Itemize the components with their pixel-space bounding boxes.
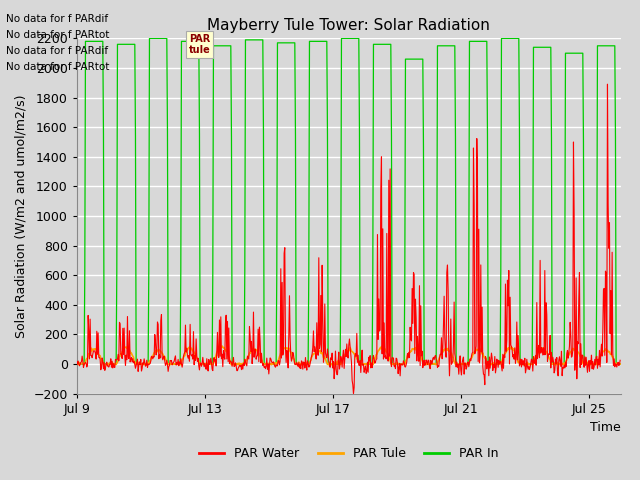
PAR Water	[73, 359, 81, 364]
PAR Tule	[73, 361, 81, 367]
Text: No data for f PARtot: No data for f PARtot	[6, 62, 110, 72]
PAR In	[355, 36, 363, 41]
PAR In	[401, 274, 409, 280]
PAR Water	[616, 358, 624, 363]
PAR Tule	[616, 361, 624, 367]
PAR In	[489, 361, 497, 367]
Y-axis label: Solar Radiation (W/m2 and umol/m2/s): Solar Radiation (W/m2 and umol/m2/s)	[15, 94, 28, 338]
PAR Water	[135, 362, 143, 368]
Line: PAR In: PAR In	[77, 38, 620, 364]
PAR Tule	[490, 360, 497, 366]
Line: PAR Water: PAR Water	[77, 84, 620, 394]
PAR Water	[489, 368, 497, 373]
PAR Water	[401, 364, 409, 370]
Legend: PAR Water, PAR Tule, PAR In: PAR Water, PAR Tule, PAR In	[194, 443, 504, 466]
PAR Water	[349, 391, 357, 396]
Title: Mayberry Tule Tower: Solar Radiation: Mayberry Tule Tower: Solar Radiation	[207, 18, 490, 33]
PAR Tule	[402, 359, 410, 364]
PAR Tule	[147, 356, 155, 362]
PAR Water	[183, 346, 191, 351]
PAR In	[73, 361, 81, 367]
Text: No data for f PARdif: No data for f PARdif	[6, 14, 109, 24]
PAR Tule	[218, 343, 226, 349]
X-axis label: Time: Time	[590, 421, 621, 434]
Text: No data for f PARdif: No data for f PARdif	[6, 46, 109, 56]
Text: PAR
tule: PAR tule	[189, 34, 211, 55]
PAR Tule	[80, 362, 88, 368]
PAR Water	[355, 362, 363, 368]
PAR In	[616, 361, 624, 367]
PAR In	[184, 38, 191, 44]
PAR In	[147, 36, 154, 41]
PAR Tule	[356, 361, 364, 367]
Line: PAR Tule: PAR Tule	[77, 346, 620, 365]
PAR In	[135, 361, 143, 367]
PAR Tule	[184, 347, 191, 353]
PAR Water	[604, 81, 611, 87]
PAR Tule	[136, 361, 143, 367]
Text: No data for f PARtot: No data for f PARtot	[6, 30, 110, 40]
PAR In	[147, 36, 155, 41]
PAR Water	[147, 361, 154, 367]
